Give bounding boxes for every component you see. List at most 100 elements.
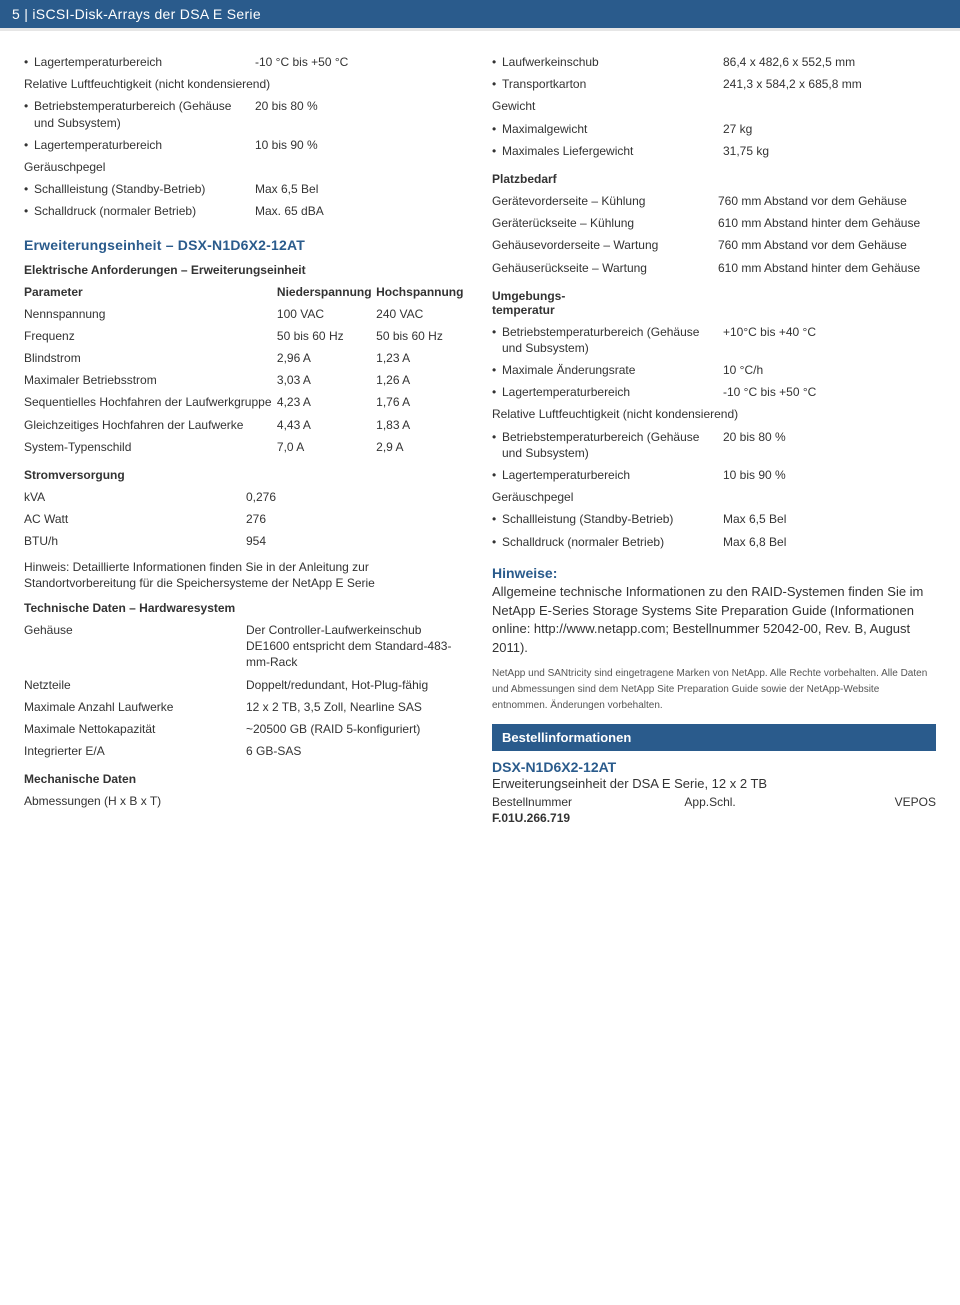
order-number: F.01U.266.719	[492, 811, 936, 825]
table-cell: 4,23 A	[277, 391, 376, 413]
spec-label: Betriebstemperaturbereich (Gehäuse und S…	[502, 324, 723, 356]
spec-value: -10 °C bis +50 °C	[723, 384, 936, 400]
table-header: Niederspannung	[277, 281, 376, 303]
spec-row: •Lagertemperaturbereich10 bis 90 %	[492, 464, 936, 486]
table-cell: 2,9 A	[376, 436, 468, 458]
subsection-label: Relative Luftfeuchtigkeit (nicht kondens…	[24, 76, 468, 92]
spec-label: Maximale Anzahl Laufwerke	[24, 699, 246, 715]
spec-row: •Maximale Änderungsrate10 °C/h	[492, 359, 936, 381]
bullet-icon: •	[492, 143, 502, 159]
table-cell: Nennspannung	[24, 303, 277, 325]
spec-row: •Schallleistung (Standby-Betrieb)Max 6,5…	[492, 508, 936, 530]
table-row: System-Typenschild7,0 A2,9 A	[24, 436, 468, 458]
bullet-icon: •	[24, 203, 34, 219]
bullet-icon: •	[24, 98, 34, 130]
bullet-icon: •	[24, 181, 34, 197]
spec-row: • Laufwerkeinschub 86,4 x 482,6 x 552,5 …	[492, 51, 936, 73]
spec-row: • Lagertemperaturbereich 10 bis 90 %	[24, 134, 468, 156]
table-cell: Sequentielles Hochfahren der Laufwerkgru…	[24, 391, 277, 413]
bullet-icon: •	[492, 324, 502, 356]
table-cell: 1,23 A	[376, 347, 468, 369]
spec-label: Lagertemperaturbereich	[502, 384, 723, 400]
subsection-label: Geräuschpegel	[492, 489, 936, 505]
order-label: App.Schl.	[684, 795, 832, 809]
spec-label: Betriebstemperaturbereich (Gehäuse und S…	[502, 429, 723, 461]
left-column: • Lagertemperaturbereich -10 °C bis +50 …	[24, 51, 468, 825]
spec-value: 10 °C/h	[723, 362, 936, 378]
subsection-label: Relative Luftfeuchtigkeit (nicht kondens…	[492, 406, 936, 422]
spec-value: 0,276	[246, 489, 468, 505]
order-label: Bestellnummer	[492, 795, 684, 809]
spec-value: 10 bis 90 %	[723, 467, 936, 483]
table-header: Hochspannung	[376, 281, 468, 303]
table-row: Maximaler Betriebsstrom3,03 A1,26 A	[24, 369, 468, 391]
subsection-row: Relative Luftfeuchtigkeit (nicht kondens…	[24, 73, 468, 95]
spec-value: Max 6,8 Bel	[723, 534, 936, 550]
electrical-table: Parameter Niederspannung Hochspannung Ne…	[24, 281, 468, 459]
spec-label: Lagertemperaturbereich	[34, 54, 255, 70]
spec-row: • Maximalgewicht 27 kg	[492, 118, 936, 140]
spec-row: Maximale Anzahl Laufwerke12 x 2 TB, 3,5 …	[24, 696, 468, 718]
order-header: Bestellinformationen	[492, 724, 936, 751]
subsection-row: Geräuschpegel	[492, 486, 936, 508]
page-header-text: 5 | iSCSI-Disk-Arrays der DSA E Serie	[12, 6, 261, 22]
subsection-title: Stromversorgung	[24, 468, 468, 482]
subsection-row: Gewicht	[492, 95, 936, 117]
order-line: Bestellnummer App.Schl. VEPOS	[492, 795, 936, 809]
spec-label: Schallleistung (Standby-Betrieb)	[502, 511, 723, 527]
hinweise-body: Allgemeine technische Informationen zu d…	[492, 583, 936, 658]
bullet-icon: •	[24, 54, 34, 70]
spec-label: Transportkarton	[502, 76, 723, 92]
spec-value: +10°C bis +40 °C	[723, 324, 936, 356]
table-cell: Gleichzeitiges Hochfahren der Laufwerke	[24, 414, 277, 436]
bullet-icon: •	[492, 54, 502, 70]
spec-row: NetzteileDoppelt/redundant, Hot-Plug-fäh…	[24, 674, 468, 696]
spec-label: BTU/h	[24, 533, 246, 549]
bullet-icon: •	[492, 76, 502, 92]
spec-value: 6 GB-SAS	[246, 743, 468, 759]
bullet-icon: •	[492, 362, 502, 378]
bullet-icon: •	[492, 511, 502, 527]
table-row: Frequenz50 bis 60 Hz50 bis 60 Hz	[24, 325, 468, 347]
bullet-icon: •	[24, 137, 34, 153]
table-row: Gleichzeitiges Hochfahren der Laufwerke4…	[24, 414, 468, 436]
spec-label: Maximales Liefergewicht	[502, 143, 723, 159]
spec-row: Gehäuserückseite – Wartung610 mm Abstand…	[492, 257, 936, 279]
spec-row: Geräterückseite – Kühlung610 mm Abstand …	[492, 212, 936, 234]
table-row: Nennspannung100 VAC240 VAC	[24, 303, 468, 325]
subsection-row: Abmessungen (H x B x T)	[24, 790, 468, 812]
spec-row: Gehäusevorderseite – Wartung760 mm Absta…	[492, 234, 936, 256]
content-area: • Lagertemperaturbereich -10 °C bis +50 …	[0, 31, 960, 845]
spec-row: • Maximales Liefergewicht 31,75 kg	[492, 140, 936, 162]
spec-value: 27 kg	[723, 121, 936, 137]
spec-value: 760 mm Abstand vor dem Gehäuse	[718, 237, 936, 253]
table-cell: 1,26 A	[376, 369, 468, 391]
spec-value: 10 bis 90 %	[255, 137, 468, 153]
subsection-row: Geräuschpegel	[24, 156, 468, 178]
spec-label: Lagertemperaturbereich	[502, 467, 723, 483]
table-cell: 4,43 A	[277, 414, 376, 436]
spec-value: 241,3 x 584,2 x 685,8 mm	[723, 76, 936, 92]
table-cell: 3,03 A	[277, 369, 376, 391]
spec-value: 760 mm Abstand vor dem Gehäuse	[718, 193, 936, 209]
table-header: Parameter	[24, 281, 277, 303]
spec-label: Netzteile	[24, 677, 246, 693]
spec-row: •Betriebstemperaturbereich (Gehäuse und …	[492, 426, 936, 464]
page-header: 5 | iSCSI-Disk-Arrays der DSA E Serie	[0, 0, 960, 31]
spec-value: Max. 65 dBA	[255, 203, 468, 219]
subsection-label: Geräuschpegel	[24, 159, 468, 175]
spec-value: 954	[246, 533, 468, 549]
table-cell: 100 VAC	[277, 303, 376, 325]
spec-value: 31,75 kg	[723, 143, 936, 159]
spec-row: BTU/h 954	[24, 530, 468, 552]
spec-value: 12 x 2 TB, 3,5 Zoll, Nearline SAS	[246, 699, 468, 715]
spec-label: Gehäuse	[24, 622, 246, 671]
spec-row: GehäuseDer Controller-Laufwerkeinschub D…	[24, 619, 468, 674]
spec-value: 86,4 x 482,6 x 552,5 mm	[723, 54, 936, 70]
spec-label: Lagertemperaturbereich	[34, 137, 255, 153]
small-print: NetApp und SANtricity sind eingetragene …	[492, 666, 936, 714]
table-cell: Frequenz	[24, 325, 277, 347]
spec-label: AC Watt	[24, 511, 246, 527]
spec-value: 20 bis 80 %	[723, 429, 936, 461]
right-column: • Laufwerkeinschub 86,4 x 482,6 x 552,5 …	[492, 51, 936, 825]
